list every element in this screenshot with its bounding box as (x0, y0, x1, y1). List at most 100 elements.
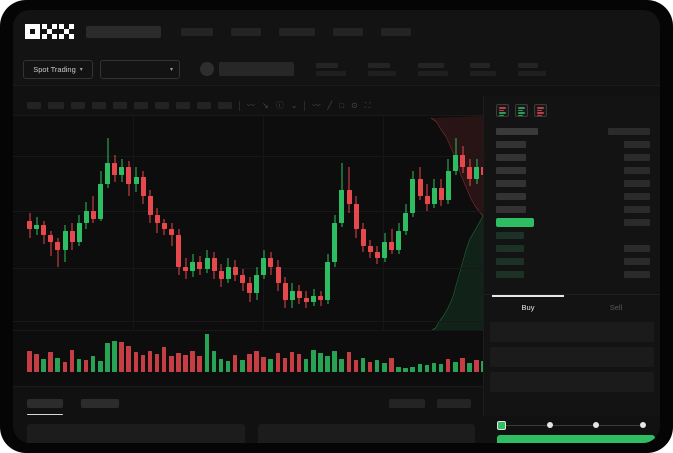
action-hide-other-pairs[interactable] (389, 399, 425, 408)
candle-12 (105, 116, 111, 330)
camera-icon[interactable]: □ (339, 100, 345, 110)
nav-item-3[interactable] (279, 27, 315, 36)
volume-bar-49 (367, 362, 373, 372)
candlestick-chart[interactable] (13, 116, 483, 330)
search-input[interactable] (86, 25, 161, 38)
step-3[interactable] (593, 422, 600, 428)
candle-body (261, 258, 267, 275)
primary-cta-button[interactable] (497, 435, 655, 443)
candle-body (48, 235, 54, 242)
toolbar-interval-9[interactable] (197, 102, 211, 109)
order-book-list[interactable] (484, 123, 660, 281)
settings-gear-icon[interactable]: ⊙ (351, 100, 358, 110)
orderbook-amount-cell (624, 154, 650, 161)
orderbook-ask-row-6[interactable] (496, 203, 650, 216)
tab-buy[interactable]: Buy (484, 295, 572, 320)
volume-bar-59 (438, 364, 444, 372)
action-export[interactable] (437, 399, 471, 408)
orderbook-price-cell (496, 141, 526, 148)
candle-body (27, 220, 32, 230)
chart-toolbar: 〰 ↘ ⓘ ⌄ 〰 ╱ □ ⊙ ⛶ (13, 96, 483, 116)
orderbook-view-bids-icon[interactable] (515, 104, 528, 117)
chart-type-chevron-icon[interactable]: ⌄ (290, 100, 298, 110)
tab-sell[interactable]: Sell (572, 295, 660, 320)
candle-7 (69, 116, 75, 330)
fullscreen-icon[interactable]: ⛶ (364, 100, 371, 110)
tab-sell-label: Sell (609, 303, 623, 312)
candle-20 (161, 116, 167, 330)
candle-3 (41, 116, 47, 330)
line-chart-icon[interactable]: 〰 (312, 100, 321, 110)
candle-19 (154, 116, 160, 330)
orderbook-header-row[interactable] (496, 125, 650, 138)
compare-icon[interactable]: ⓘ (275, 100, 284, 110)
pair-selector-dropdown[interactable]: ▾ (100, 59, 180, 79)
volume-bar-48 (360, 358, 366, 372)
stat-value (518, 70, 546, 76)
volume-bar-43 (325, 356, 330, 372)
orderbook-price-cell (496, 245, 524, 252)
orderbook-price-cell (496, 258, 524, 265)
toolbar-interval-7[interactable] (155, 102, 169, 109)
nav-item-1[interactable] (181, 27, 213, 36)
orderbook-view-asks-icon[interactable] (534, 104, 547, 117)
step-2[interactable] (546, 422, 553, 428)
chevron-down-icon: ▾ (169, 66, 173, 73)
stat-24h-volume (470, 62, 496, 76)
orderbook-view-both-icon[interactable] (496, 104, 509, 117)
orderbook-ask-row-3[interactable] (496, 164, 650, 177)
market-type-dropdown[interactable]: Spot Trading ▾ (23, 59, 93, 79)
nav-item-5[interactable] (381, 27, 411, 36)
trade-form-field-3[interactable] (490, 372, 654, 392)
candle-body (289, 291, 295, 300)
toolbar-interval-10[interactable] (218, 102, 232, 109)
stat-label (518, 62, 538, 68)
orderbook-bid-row-3[interactable] (496, 255, 650, 268)
measure-icon[interactable]: ╱ (327, 100, 333, 110)
orderbook-ask-row-2[interactable] (496, 151, 650, 164)
candle-51 (382, 116, 387, 330)
step-4[interactable] (640, 422, 647, 428)
volume-bar-6 (62, 362, 67, 372)
tab-open-orders[interactable] (27, 399, 63, 415)
toolbar-interval-6[interactable] (134, 102, 148, 109)
chart-gridline-v-3 (383, 116, 384, 330)
toolbar-interval-3[interactable] (71, 102, 85, 109)
trade-form-field-1[interactable] (490, 322, 654, 342)
volume-bar-56 (417, 364, 422, 372)
volume-bar-62 (460, 358, 465, 372)
candle-50 (374, 116, 380, 330)
toolbar-interval-5[interactable] (113, 102, 127, 109)
depth-ask-line (431, 117, 483, 217)
step-1[interactable] (497, 420, 506, 430)
okx-logo-icon[interactable] (25, 24, 74, 39)
orderbook-ask-row-5[interactable] (496, 190, 650, 203)
candle-body (225, 266, 231, 279)
orderbook-bid-row-1[interactable] (496, 229, 650, 242)
orderbook-spread-value (496, 218, 534, 227)
toolbar-interval-1[interactable] (27, 102, 41, 109)
orderbook-ask-row-1[interactable] (496, 138, 650, 151)
toolbar-divider (239, 100, 240, 111)
candle-30 (232, 116, 238, 330)
orderbook-bid-row-4[interactable] (496, 268, 650, 281)
orderbook-spread-row[interactable] (496, 216, 650, 229)
orderbook-bid-row-2[interactable] (496, 242, 650, 255)
chart-gridline-v-1 (133, 116, 134, 330)
toolbar-interval-8[interactable] (176, 102, 190, 109)
orderbook-amount-cell (624, 271, 650, 278)
orderbook-price-cell (496, 180, 526, 187)
nav-item-2[interactable] (231, 27, 261, 36)
toolbar-interval-2[interactable] (48, 102, 64, 109)
candle-body (62, 231, 68, 250)
orderbook-ask-row-4[interactable] (496, 177, 650, 190)
tab-order-history[interactable] (81, 399, 119, 408)
drawing-icon[interactable]: ↘ (262, 100, 269, 110)
trade-form-field-2[interactable] (490, 347, 654, 367)
onboarding-stepper[interactable] (483, 416, 660, 434)
indicator-icon[interactable]: 〰 (247, 100, 255, 110)
volume-bar-46 (346, 352, 351, 372)
toolbar-interval-4[interactable] (92, 102, 106, 109)
nav-item-4[interactable] (333, 27, 363, 36)
volume-bar-38 (289, 352, 295, 372)
